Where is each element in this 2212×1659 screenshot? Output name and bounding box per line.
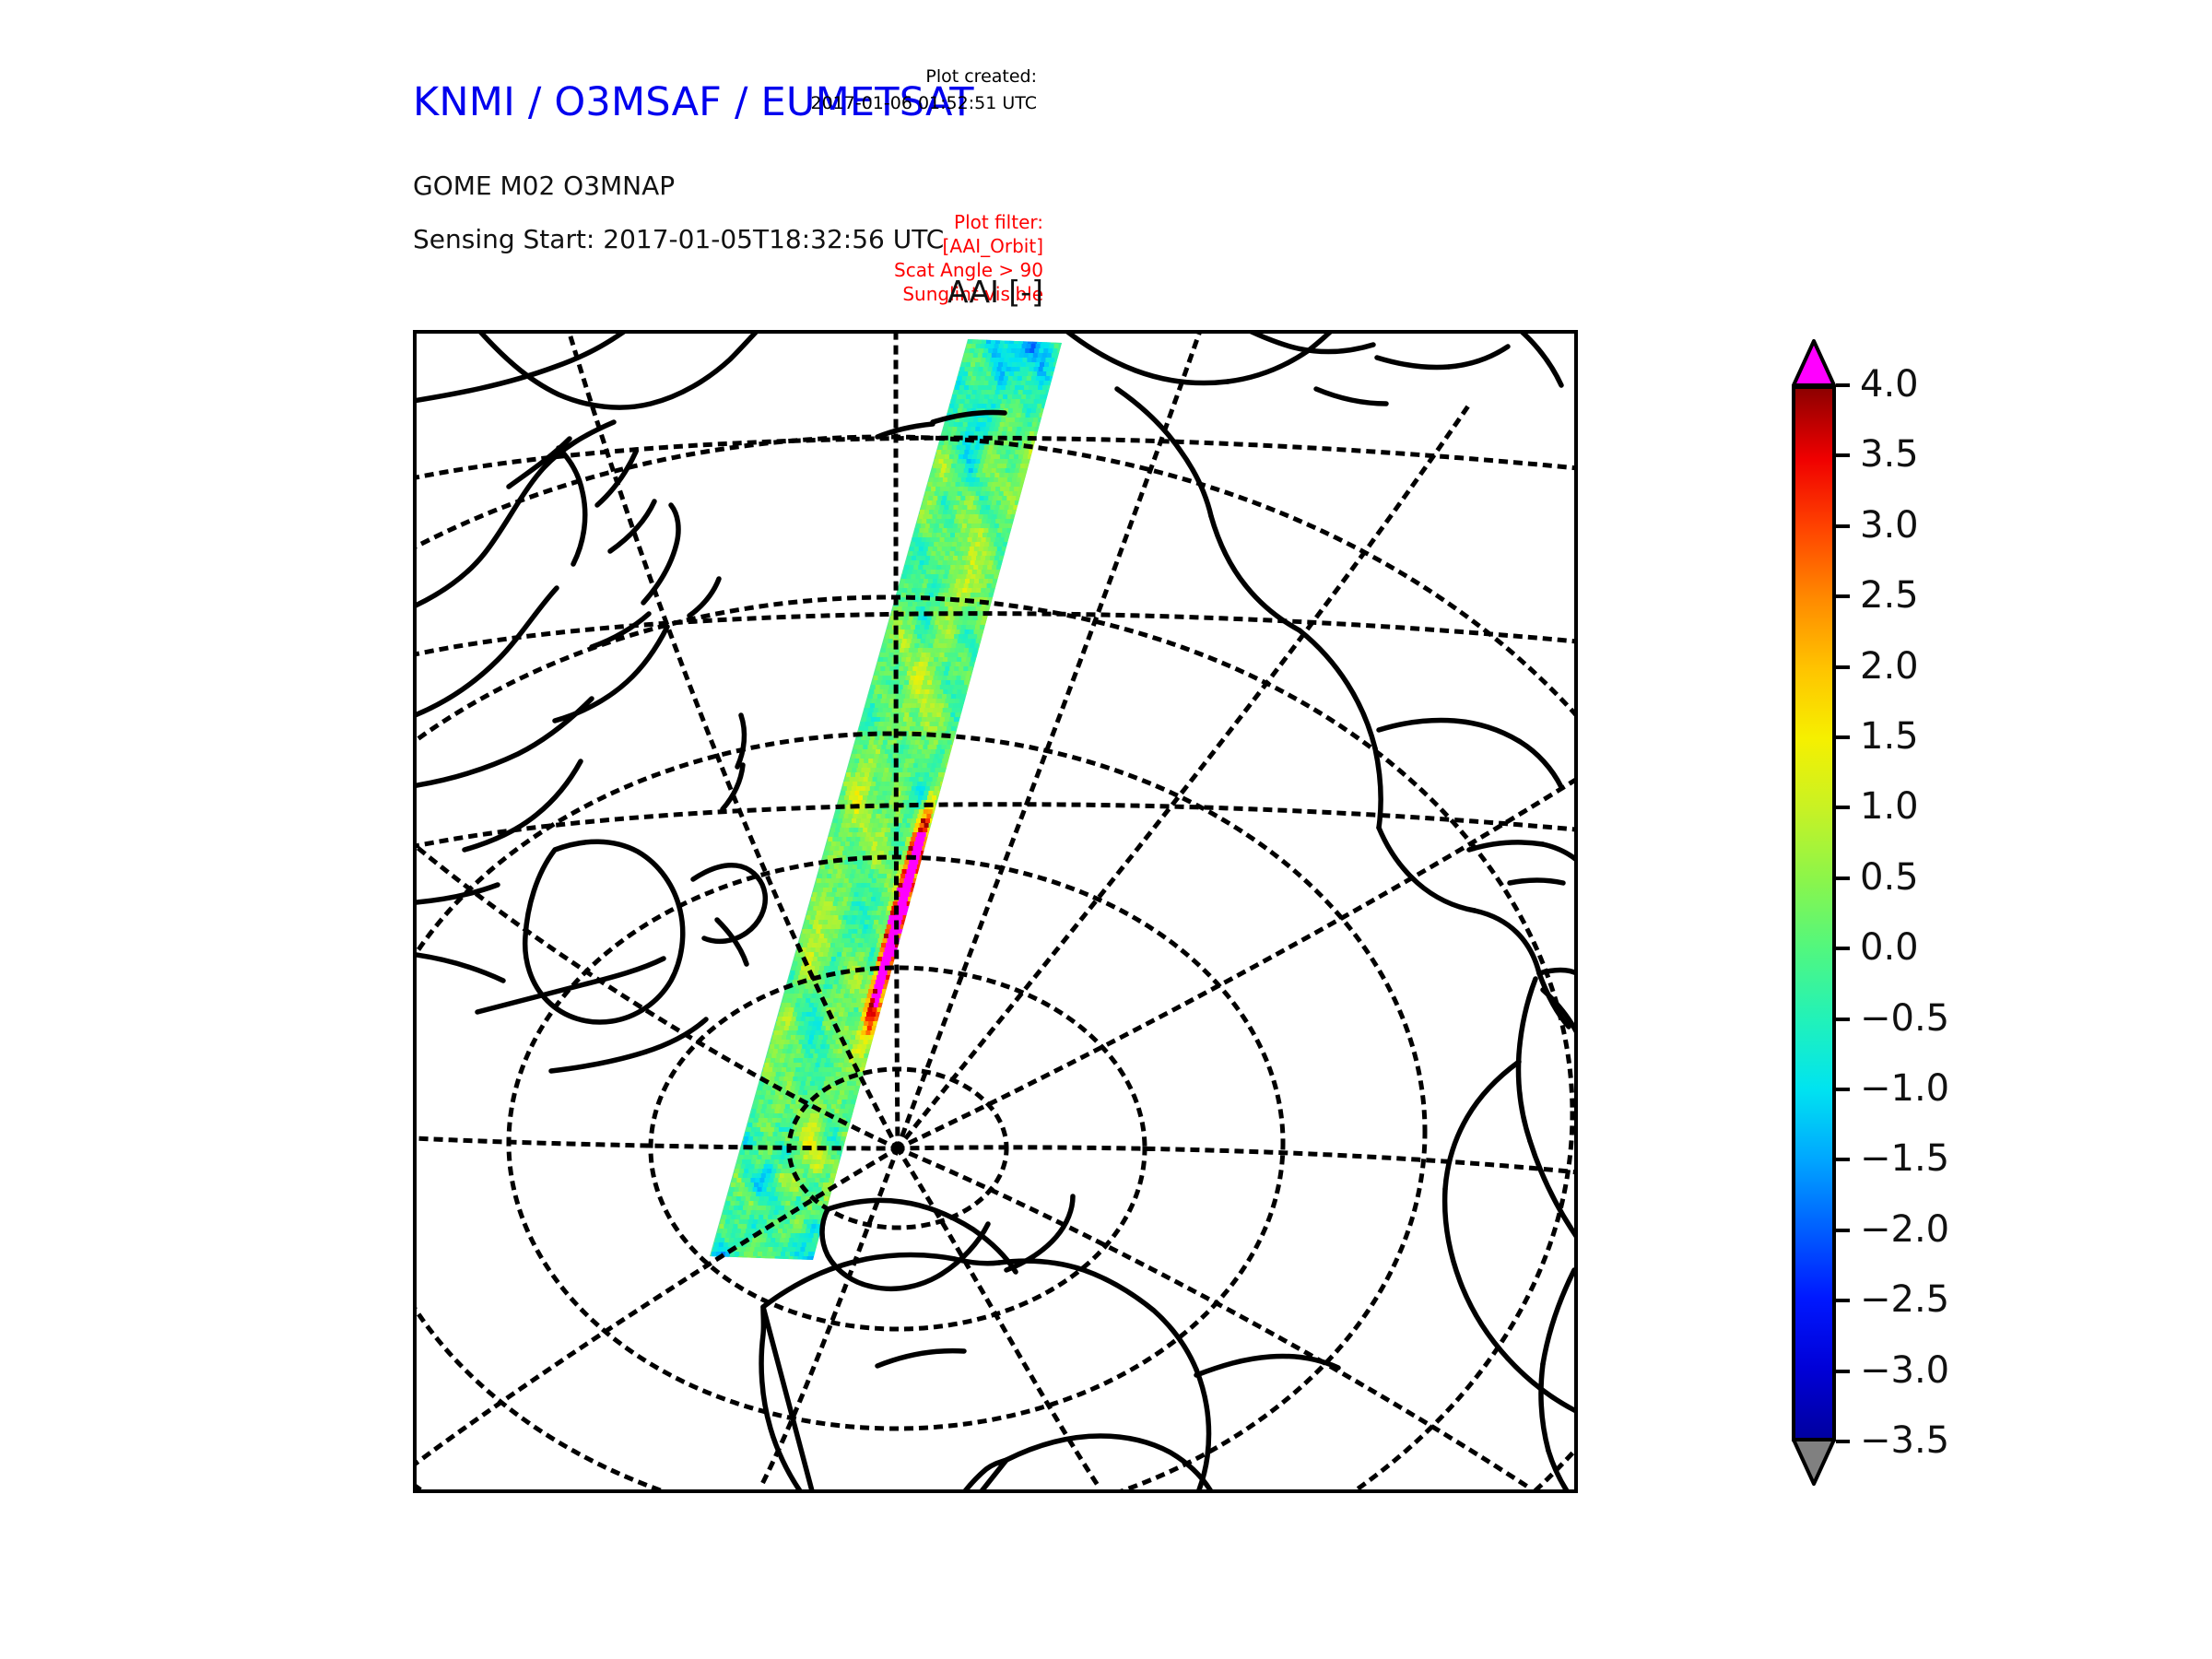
colorbar-tick-label: 0.0 — [1860, 926, 1919, 970]
colorbar-tick-label: −1.5 — [1860, 1137, 1950, 1181]
colorbar-tick — [1836, 1299, 1850, 1303]
map-svg — [417, 334, 1574, 1489]
colorbar-tick-label: 2.0 — [1860, 644, 1919, 688]
colorbar-tick-label: −3.0 — [1860, 1348, 1950, 1392]
map-plot-area — [413, 330, 1578, 1493]
colorbar-tick — [1836, 1158, 1850, 1162]
filter-line-4: Sunglint visible — [902, 283, 1043, 305]
colorbar-tick-label: 3.0 — [1860, 503, 1919, 547]
colorbar-tick — [1836, 947, 1850, 951]
coastline-layer — [417, 334, 1574, 1489]
filter-line-1: Plot filter: — [954, 211, 1043, 233]
colorbar-tick-label: 1.5 — [1860, 715, 1919, 758]
colorbar-tick — [1836, 665, 1850, 669]
graticule-layer — [417, 334, 1574, 1489]
colorbar-tick — [1836, 524, 1850, 528]
colorbar-tick-label: −1.0 — [1860, 1067, 1950, 1110]
plot-created-timestamp: 2017-01-06 01:52:51 UTC — [810, 93, 1038, 113]
colorbar-tick — [1836, 594, 1850, 599]
filter-line-2: [AAI_Orbit] — [942, 235, 1043, 257]
product-name: GOME M02 O3MNAP — [413, 171, 676, 201]
colorbar-tick-label: −3.5 — [1860, 1419, 1950, 1462]
colorbar-gradient — [1792, 385, 1836, 1441]
colorbar-tick-label: 0.5 — [1860, 855, 1919, 899]
colorbar-tick — [1836, 1440, 1850, 1443]
colorbar-tick — [1836, 1369, 1850, 1373]
colorbar-tick-label: 4.0 — [1860, 363, 1919, 406]
colorbar-tick — [1836, 1017, 1850, 1021]
colorbar-over-range-arrow — [1792, 339, 1836, 387]
colorbar-tick — [1836, 1228, 1850, 1232]
colorbar-under-range-arrow — [1792, 1438, 1836, 1486]
plot-filter-annotation: Plot filter: [AAI_Orbit] Scat Angle > 90… — [894, 210, 1043, 306]
colorbar-tick-label: 1.0 — [1860, 785, 1919, 829]
colorbar-tick — [1836, 735, 1850, 739]
colorbar-tick-label: −2.0 — [1860, 1207, 1950, 1251]
colorbar-tick-label: 3.5 — [1860, 433, 1919, 477]
colorbar-tick-label: 2.5 — [1860, 574, 1919, 618]
colorbar: 4.0 3.5 3.0 2.5 2.0 1.5 1.0 0.5 0.0 −0.5 −1.0 −1.5 −… — [1788, 339, 2092, 1504]
page-title: AAI [-] — [947, 274, 1043, 310]
colorbar-tick — [1836, 453, 1850, 458]
filter-line-3: Scat Angle > 90 — [894, 259, 1043, 281]
colorbar-tick — [1836, 1088, 1850, 1091]
sensing-start: Sensing Start: 2017-01-05T18:32:56 UTC — [413, 224, 945, 254]
colorbar-tick-label: −0.5 — [1860, 996, 1950, 1040]
plot-created-label: Plot created: — [925, 66, 1037, 87]
colorbar-tick — [1836, 876, 1850, 880]
colorbar-tick — [1836, 383, 1850, 387]
organisation-title: KNMI / O3MSAF / EUMETSAT — [413, 79, 974, 125]
colorbar-tick-label: −2.5 — [1860, 1278, 1950, 1322]
colorbar-tick — [1836, 806, 1850, 810]
